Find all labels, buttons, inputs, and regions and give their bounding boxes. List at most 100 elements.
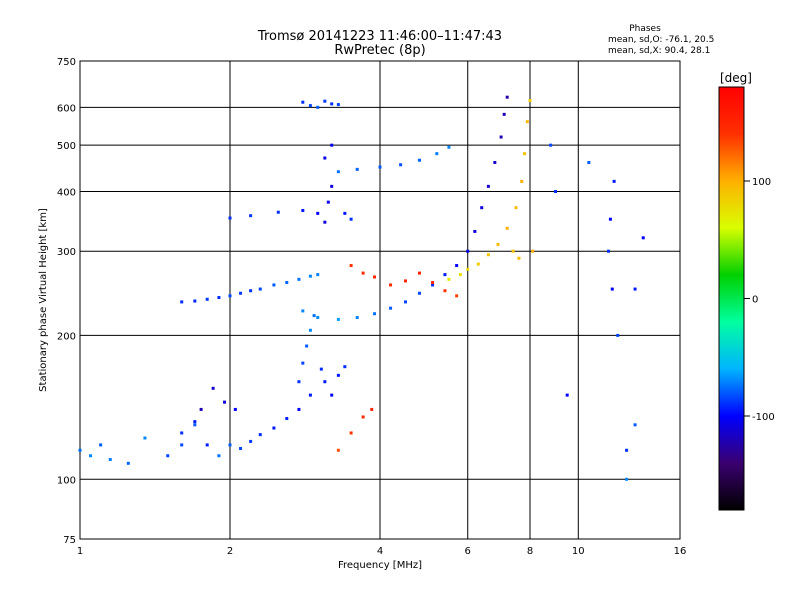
data-point <box>323 380 327 384</box>
data-point <box>514 206 518 210</box>
data-point <box>466 249 470 253</box>
data-point <box>466 267 470 271</box>
grid-lines <box>80 61 680 539</box>
data-point <box>378 165 382 169</box>
data-point <box>233 407 237 411</box>
data-point <box>608 217 612 221</box>
data-point <box>502 112 506 116</box>
y-tick-label: 400 <box>57 187 76 198</box>
data-point <box>305 344 309 348</box>
data-point <box>389 283 393 287</box>
data-point <box>633 423 637 427</box>
data-point <box>625 448 629 452</box>
data-point <box>249 214 253 218</box>
data-point <box>330 184 334 188</box>
data-point <box>217 454 221 458</box>
data-point <box>326 200 330 204</box>
data-point <box>249 439 253 443</box>
data-point <box>336 448 340 452</box>
data-point <box>343 365 347 369</box>
data-point <box>301 361 305 365</box>
data-point <box>99 443 103 447</box>
colorbar-label: [deg] <box>720 71 752 85</box>
x-tick-label: 2 <box>227 546 233 557</box>
data-point <box>612 179 616 183</box>
data-point <box>610 287 614 291</box>
chart-title: Tromsø 20141223 11:46:00–11:47:43 <box>257 29 502 44</box>
data-point <box>505 95 509 99</box>
data-point <box>525 120 529 124</box>
data-point <box>272 426 276 430</box>
data-point <box>272 283 276 287</box>
data-point <box>520 179 524 183</box>
data-point <box>447 277 451 281</box>
data-point <box>323 220 327 224</box>
data-point <box>531 249 535 253</box>
data-point <box>336 317 340 321</box>
x-tick-label: 1 <box>77 546 83 557</box>
data-point <box>349 264 353 268</box>
data-point <box>316 211 320 215</box>
data-point <box>330 143 334 147</box>
data-point <box>301 100 305 104</box>
data-point <box>336 373 340 377</box>
data-point <box>316 273 320 277</box>
y-tick-label: 200 <box>57 331 76 342</box>
data-point <box>496 242 500 246</box>
x-tick-label: 4 <box>377 546 383 557</box>
x-axis-label: Frequency [MHz] <box>338 560 422 571</box>
data-point <box>349 431 353 435</box>
data-point <box>528 99 532 103</box>
data-point <box>297 407 301 411</box>
data-point <box>108 457 112 461</box>
data-point <box>258 433 262 437</box>
data-point <box>565 393 569 397</box>
data-point <box>285 281 289 285</box>
data-point <box>373 312 377 316</box>
data-point <box>455 294 459 298</box>
data-point <box>443 273 447 277</box>
y-tick-label: 500 <box>57 141 76 152</box>
data-point <box>486 184 490 188</box>
data-point <box>319 367 323 371</box>
data-point <box>641 236 645 240</box>
stats-line-x: mean, sd,X: 90.4, 28.1 <box>608 46 710 56</box>
data-point <box>143 436 147 440</box>
data-point <box>228 216 232 220</box>
data-point <box>480 206 484 210</box>
data-point <box>228 294 232 298</box>
data-point <box>499 135 503 139</box>
data-point <box>355 167 359 171</box>
data-points <box>78 95 645 481</box>
data-point <box>403 300 407 304</box>
data-point <box>511 249 515 253</box>
y-tick-label: 750 <box>57 57 76 68</box>
data-point <box>323 99 327 103</box>
colorbar-tick-label: 0 <box>752 295 758 306</box>
data-point <box>389 306 393 310</box>
data-point <box>447 145 451 149</box>
data-point <box>523 152 527 156</box>
x-tick-label: 16 <box>674 546 687 557</box>
data-point <box>239 291 243 295</box>
data-point <box>193 299 197 303</box>
data-point <box>493 160 497 164</box>
data-point <box>301 209 305 213</box>
data-point <box>180 443 184 447</box>
y-axis-ticks: 75 100 200 300 400 500 600 750 <box>57 57 76 546</box>
colorbar-tick-label: 100 <box>752 177 771 188</box>
data-point <box>435 152 439 156</box>
data-point <box>517 256 521 260</box>
data-point <box>297 380 301 384</box>
data-point <box>473 229 477 233</box>
data-point <box>549 143 553 147</box>
data-point <box>316 315 320 319</box>
data-point <box>258 287 262 291</box>
data-point <box>199 407 203 411</box>
x-tick-label: 10 <box>572 546 585 557</box>
data-point <box>458 273 462 277</box>
y-tick-label: 300 <box>57 247 76 258</box>
data-point <box>78 448 82 452</box>
data-point <box>239 446 243 450</box>
data-point <box>587 160 591 164</box>
